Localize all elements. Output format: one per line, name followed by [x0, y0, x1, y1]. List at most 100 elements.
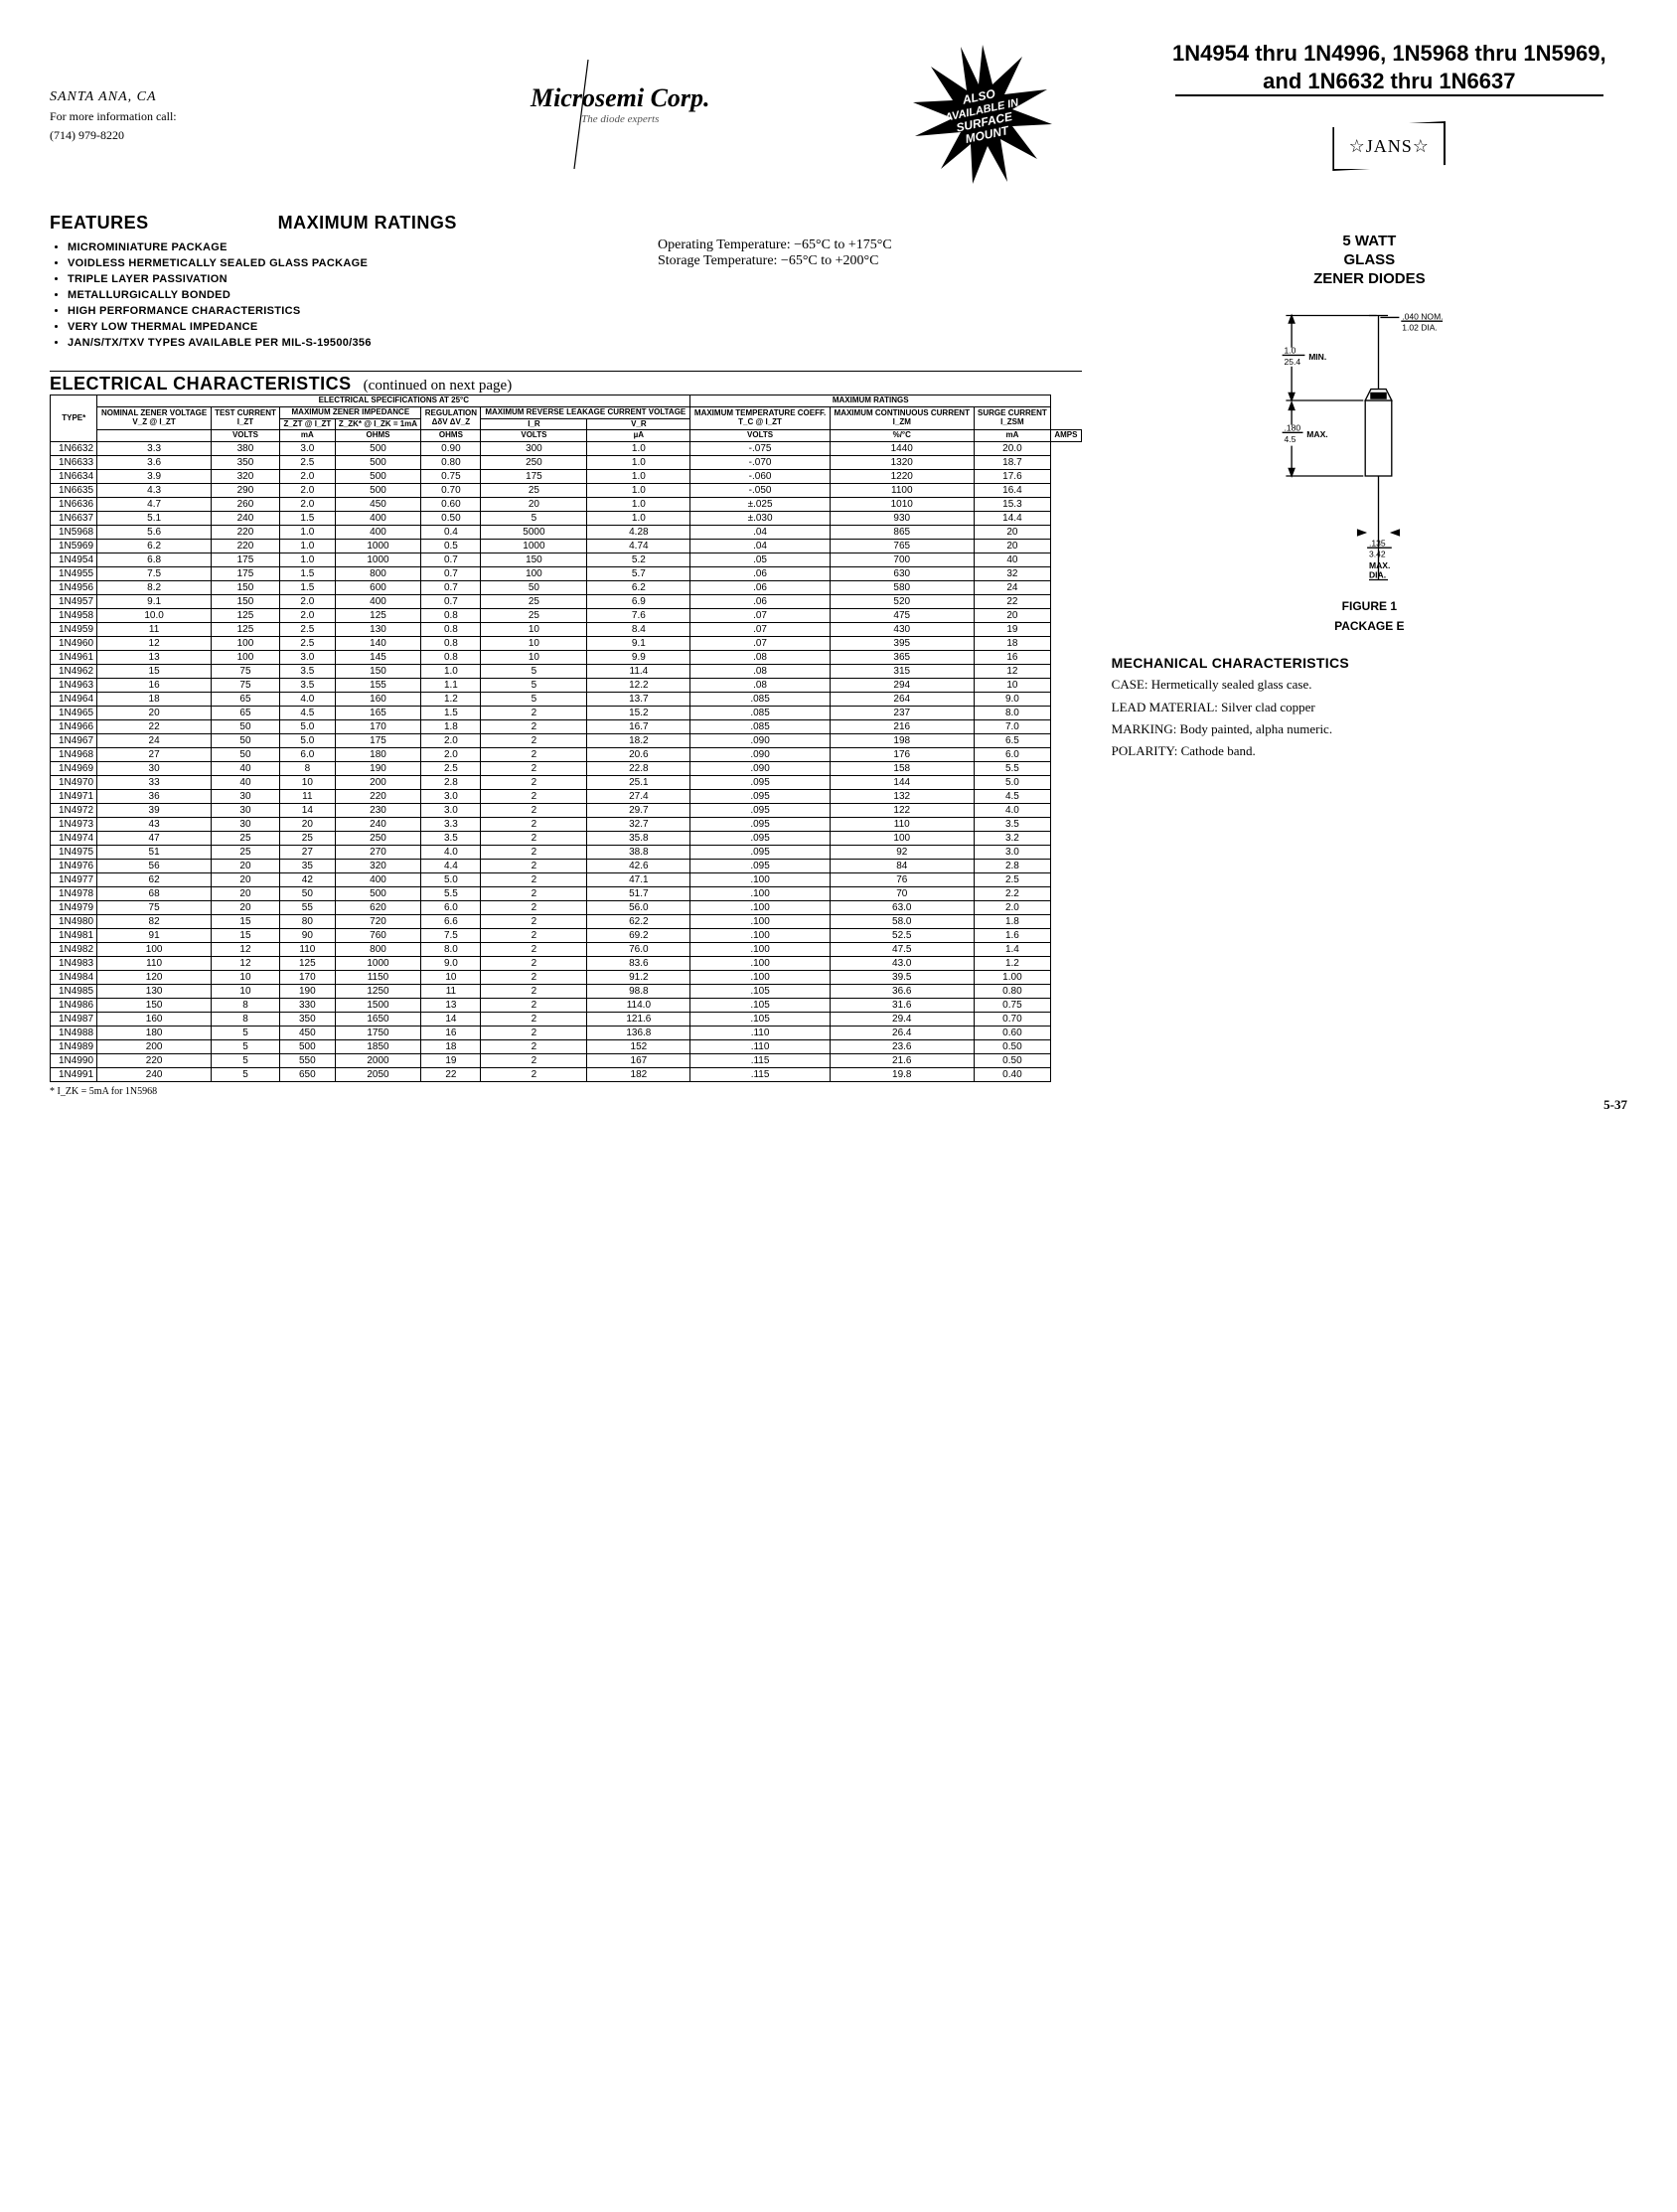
data-cell: 330: [280, 999, 335, 1013]
data-cell: 38.8: [587, 846, 690, 860]
data-cell: 12: [211, 957, 279, 971]
data-cell: 12: [974, 665, 1051, 679]
jans-badge: ☆JANS☆: [1332, 121, 1446, 171]
data-cell: 5.5: [421, 887, 481, 901]
data-cell: 12.2: [587, 679, 690, 693]
data-cell: 9.1: [587, 637, 690, 651]
data-cell: 5.2: [587, 553, 690, 567]
svg-text:4.5: 4.5: [1285, 434, 1296, 444]
data-cell: 1000: [481, 540, 587, 553]
data-cell: 2.0: [280, 498, 335, 512]
ratings-lines: Operating Temperature: −65°C to +175°C S…: [658, 237, 1082, 371]
table-row: 1N498716083501650142121.6.10529.40.70: [51, 1013, 1082, 1027]
data-cell: 0.50: [421, 512, 481, 526]
feature-item: JAN/S/TX/TXV TYPES AVAILABLE PER MIL-S-1…: [68, 337, 640, 349]
data-cell: 4.0: [974, 804, 1051, 818]
data-cell: 520: [830, 595, 974, 609]
data-cell: 1.0: [587, 470, 690, 484]
data-cell: 11: [97, 623, 211, 637]
data-cell: 24: [974, 581, 1051, 595]
data-cell: 0.80: [974, 985, 1051, 999]
mechanical-item: MARKING: Body painted, alpha numeric.: [1112, 721, 1627, 737]
data-cell: 7.5: [421, 929, 481, 943]
data-cell: .07: [690, 637, 831, 651]
data-cell: 2.8: [974, 860, 1051, 873]
data-cell: 450: [280, 1027, 335, 1040]
data-cell: 25: [211, 846, 279, 860]
data-cell: 0.70: [421, 484, 481, 498]
data-cell: 1.0: [587, 484, 690, 498]
data-cell: 240: [97, 1068, 211, 1082]
type-cell: 1N4957: [51, 595, 97, 609]
data-cell: 2.0: [421, 748, 481, 762]
data-cell: 27: [97, 748, 211, 762]
data-cell: 1750: [335, 1027, 421, 1040]
data-cell: 27: [280, 846, 335, 860]
data-cell: 15.3: [974, 498, 1051, 512]
data-cell: 20: [211, 887, 279, 901]
data-cell: 30: [211, 790, 279, 804]
table-row: 1N49546.81751.010000.71505.2.0570040: [51, 553, 1082, 567]
data-cell: 30: [97, 762, 211, 776]
data-cell: 6.0: [421, 901, 481, 915]
data-cell: 5.5: [974, 762, 1051, 776]
data-cell: 132: [830, 790, 974, 804]
data-cell: 22.8: [587, 762, 690, 776]
data-cell: 2: [481, 985, 587, 999]
data-cell: 20.6: [587, 748, 690, 762]
data-cell: 11.4: [587, 665, 690, 679]
table-row: 1N496520654.51651.5215.2.0852378.0: [51, 707, 1082, 720]
data-cell: 2: [481, 999, 587, 1013]
data-cell: 5.0: [974, 776, 1051, 790]
data-cell: 20: [280, 818, 335, 832]
data-cell: 10: [481, 651, 587, 665]
svg-text:1.0: 1.0: [1285, 346, 1296, 356]
data-cell: 4.5: [974, 790, 1051, 804]
data-cell: 237: [830, 707, 974, 720]
table-row: 1N496827506.01802.0220.6.0901766.0: [51, 748, 1082, 762]
data-cell: 0.7: [421, 567, 481, 581]
data-cell: 11: [421, 985, 481, 999]
data-cell: 380: [211, 442, 279, 456]
data-cell: 55: [280, 901, 335, 915]
data-cell: 1.0: [280, 553, 335, 567]
corp-tagline: The diode experts: [427, 113, 814, 125]
data-cell: 1250: [335, 985, 421, 999]
data-cell: -.075: [690, 442, 831, 456]
data-cell: 29.7: [587, 804, 690, 818]
data-cell: 10: [211, 985, 279, 999]
data-cell: 9.9: [587, 651, 690, 665]
unit-cell: VOLTS: [690, 430, 831, 442]
col-ir: I_R: [481, 418, 587, 430]
data-cell: 290: [211, 484, 279, 498]
data-cell: 175: [481, 470, 587, 484]
data-cell: 2: [481, 804, 587, 818]
data-cell: 20: [974, 609, 1051, 623]
col-tc: MAXIMUM TEMPERATURE COEFF.T_C @ I_ZT: [690, 406, 831, 430]
data-cell: 500: [335, 456, 421, 470]
data-cell: 2: [481, 762, 587, 776]
data-cell: 6.0: [974, 748, 1051, 762]
data-cell: 100: [830, 832, 974, 846]
table-row: 1N498412010170115010291.2.10039.51.00: [51, 971, 1082, 985]
unit-cell: AMPS: [1051, 430, 1082, 442]
table-row: 1N49808215807206.6262.2.10058.01.8: [51, 915, 1082, 929]
data-cell: 110: [97, 957, 211, 971]
left-content: FEATURES MAXIMUM RATINGS MICROMINIATURE …: [50, 213, 1082, 1097]
data-cell: 400: [335, 595, 421, 609]
data-cell: 0.7: [421, 553, 481, 567]
data-cell: 1000: [335, 553, 421, 567]
mechanical-list: CASE: Hermetically sealed glass case.LEA…: [1112, 677, 1627, 759]
data-cell: .04: [690, 526, 831, 540]
data-cell: 25: [211, 832, 279, 846]
data-cell: ±.025: [690, 498, 831, 512]
feature-item: TRIPLE LAYER PASSIVATION: [68, 273, 640, 285]
type-cell: 1N6636: [51, 498, 97, 512]
type-cell: 1N4966: [51, 720, 97, 734]
data-cell: 500: [280, 1040, 335, 1054]
data-cell: 42.6: [587, 860, 690, 873]
data-cell: 5.0: [421, 873, 481, 887]
data-cell: 125: [280, 957, 335, 971]
svg-text:MAX.: MAX.: [1307, 429, 1328, 439]
data-cell: .095: [690, 790, 831, 804]
